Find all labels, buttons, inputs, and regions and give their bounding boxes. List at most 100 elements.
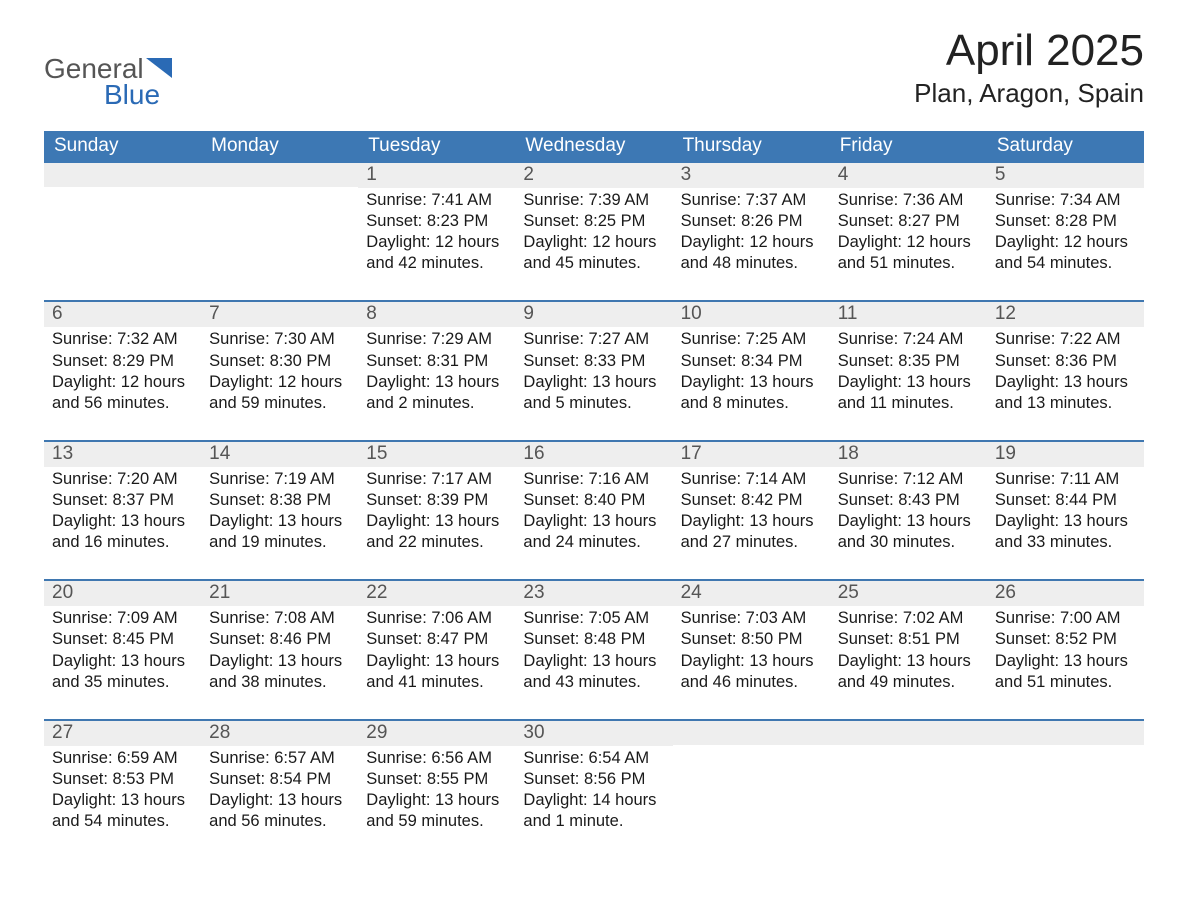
daylight-line: Daylight: 13 hours and 5 minutes. [523,372,664,414]
sunrise-line: Sunrise: 7:24 AM [838,329,979,350]
day-details: Sunrise: 7:09 AMSunset: 8:45 PMDaylight:… [44,606,201,718]
calendar-day-cell: 14Sunrise: 7:19 AMSunset: 8:38 PMDayligh… [201,441,358,580]
sunrise-line: Sunrise: 6:57 AM [209,748,350,769]
calendar-day-cell: 23Sunrise: 7:05 AMSunset: 8:48 PMDayligh… [515,580,672,719]
sunset-line: Sunset: 8:39 PM [366,490,507,511]
sunset-line: Sunset: 8:31 PM [366,351,507,372]
daylight-line: Daylight: 13 hours and 51 minutes. [995,651,1136,693]
sunset-line: Sunset: 8:23 PM [366,211,507,232]
sunrise-line: Sunrise: 7:09 AM [52,608,193,629]
calendar-page: General Blue April 2025 Plan, Aragon, Sp… [0,0,1188,888]
day-number [987,721,1144,745]
day-details: Sunrise: 7:08 AMSunset: 8:46 PMDaylight:… [201,606,358,718]
daylight-line: Daylight: 13 hours and 8 minutes. [681,372,822,414]
calendar-day-cell: 15Sunrise: 7:17 AMSunset: 8:39 PMDayligh… [358,441,515,580]
weekday-header: Tuesday [358,131,515,163]
sunrise-line: Sunrise: 7:41 AM [366,190,507,211]
day-number: 22 [358,581,515,606]
daylight-line: Daylight: 13 hours and 41 minutes. [366,651,507,693]
day-details: Sunrise: 7:12 AMSunset: 8:43 PMDaylight:… [830,467,987,579]
sunset-line: Sunset: 8:54 PM [209,769,350,790]
day-details: Sunrise: 7:16 AMSunset: 8:40 PMDaylight:… [515,467,672,579]
sunrise-line: Sunrise: 7:14 AM [681,469,822,490]
daylight-line: Daylight: 12 hours and 42 minutes. [366,232,507,274]
daylight-line: Daylight: 13 hours and 24 minutes. [523,511,664,553]
day-number: 16 [515,442,672,467]
sunset-line: Sunset: 8:56 PM [523,769,664,790]
sunrise-line: Sunrise: 7:34 AM [995,190,1136,211]
weekday-header: Sunday [44,131,201,163]
day-details: Sunrise: 7:32 AMSunset: 8:29 PMDaylight:… [44,327,201,439]
day-details: Sunrise: 7:20 AMSunset: 8:37 PMDaylight:… [44,467,201,579]
calendar-week-row: 20Sunrise: 7:09 AMSunset: 8:45 PMDayligh… [44,580,1144,719]
day-details: Sunrise: 6:59 AMSunset: 8:53 PMDaylight:… [44,746,201,858]
sunset-line: Sunset: 8:53 PM [52,769,193,790]
day-details: Sunrise: 6:57 AMSunset: 8:54 PMDaylight:… [201,746,358,858]
daylight-line: Daylight: 13 hours and 35 minutes. [52,651,193,693]
day-details: Sunrise: 7:30 AMSunset: 8:30 PMDaylight:… [201,327,358,439]
day-number: 18 [830,442,987,467]
day-number: 2 [515,163,672,188]
sunrise-line: Sunrise: 7:39 AM [523,190,664,211]
day-details: Sunrise: 7:03 AMSunset: 8:50 PMDaylight:… [673,606,830,718]
day-number: 29 [358,721,515,746]
daylight-line: Daylight: 13 hours and 59 minutes. [366,790,507,832]
sunrise-line: Sunrise: 7:16 AM [523,469,664,490]
day-number: 7 [201,302,358,327]
day-details: Sunrise: 7:05 AMSunset: 8:48 PMDaylight:… [515,606,672,718]
sunrise-line: Sunrise: 6:54 AM [523,748,664,769]
calendar-table: Sunday Monday Tuesday Wednesday Thursday… [44,131,1144,858]
calendar-day-cell: 7Sunrise: 7:30 AMSunset: 8:30 PMDaylight… [201,301,358,440]
calendar-week-row: 1Sunrise: 7:41 AMSunset: 8:23 PMDaylight… [44,163,1144,301]
day-number: 14 [201,442,358,467]
daylight-line: Daylight: 13 hours and 22 minutes. [366,511,507,553]
day-details: Sunrise: 7:17 AMSunset: 8:39 PMDaylight:… [358,467,515,579]
calendar-day-cell: 5Sunrise: 7:34 AMSunset: 8:28 PMDaylight… [987,163,1144,301]
calendar-day-cell: 20Sunrise: 7:09 AMSunset: 8:45 PMDayligh… [44,580,201,719]
day-details: Sunrise: 7:00 AMSunset: 8:52 PMDaylight:… [987,606,1144,718]
day-number: 4 [830,163,987,188]
day-details: Sunrise: 7:02 AMSunset: 8:51 PMDaylight:… [830,606,987,718]
sunset-line: Sunset: 8:26 PM [681,211,822,232]
sunrise-line: Sunrise: 7:30 AM [209,329,350,350]
day-details [987,745,1144,847]
sunrise-line: Sunrise: 7:20 AM [52,469,193,490]
day-number: 9 [515,302,672,327]
weekday-header: Saturday [987,131,1144,163]
day-details: Sunrise: 7:06 AMSunset: 8:47 PMDaylight:… [358,606,515,718]
weekday-header: Thursday [673,131,830,163]
daylight-line: Daylight: 14 hours and 1 minute. [523,790,664,832]
sunset-line: Sunset: 8:29 PM [52,351,193,372]
day-number: 6 [44,302,201,327]
sunrise-line: Sunrise: 7:03 AM [681,608,822,629]
day-details: Sunrise: 7:29 AMSunset: 8:31 PMDaylight:… [358,327,515,439]
calendar-day-cell: 4Sunrise: 7:36 AMSunset: 8:27 PMDaylight… [830,163,987,301]
day-details [201,187,358,289]
daylight-line: Daylight: 12 hours and 59 minutes. [209,372,350,414]
day-details: Sunrise: 7:14 AMSunset: 8:42 PMDaylight:… [673,467,830,579]
sunset-line: Sunset: 8:36 PM [995,351,1136,372]
day-details: Sunrise: 7:41 AMSunset: 8:23 PMDaylight:… [358,188,515,300]
sunrise-line: Sunrise: 6:59 AM [52,748,193,769]
calendar-day-cell: 27Sunrise: 6:59 AMSunset: 8:53 PMDayligh… [44,720,201,858]
location-subtitle: Plan, Aragon, Spain [914,78,1144,109]
calendar-day-cell: 13Sunrise: 7:20 AMSunset: 8:37 PMDayligh… [44,441,201,580]
sunset-line: Sunset: 8:35 PM [838,351,979,372]
sunrise-line: Sunrise: 7:08 AM [209,608,350,629]
calendar-day-cell: 10Sunrise: 7:25 AMSunset: 8:34 PMDayligh… [673,301,830,440]
sunrise-line: Sunrise: 7:06 AM [366,608,507,629]
day-number [673,721,830,745]
calendar-day-cell: 28Sunrise: 6:57 AMSunset: 8:54 PMDayligh… [201,720,358,858]
day-number: 3 [673,163,830,188]
calendar-day-cell: 8Sunrise: 7:29 AMSunset: 8:31 PMDaylight… [358,301,515,440]
day-number [201,163,358,187]
logo-text-blue: Blue [104,79,160,110]
daylight-line: Daylight: 12 hours and 48 minutes. [681,232,822,274]
calendar-day-cell: 9Sunrise: 7:27 AMSunset: 8:33 PMDaylight… [515,301,672,440]
day-number: 28 [201,721,358,746]
sunset-line: Sunset: 8:51 PM [838,629,979,650]
sunset-line: Sunset: 8:34 PM [681,351,822,372]
sunset-line: Sunset: 8:38 PM [209,490,350,511]
daylight-line: Daylight: 13 hours and 49 minutes. [838,651,979,693]
day-details: Sunrise: 7:39 AMSunset: 8:25 PMDaylight:… [515,188,672,300]
